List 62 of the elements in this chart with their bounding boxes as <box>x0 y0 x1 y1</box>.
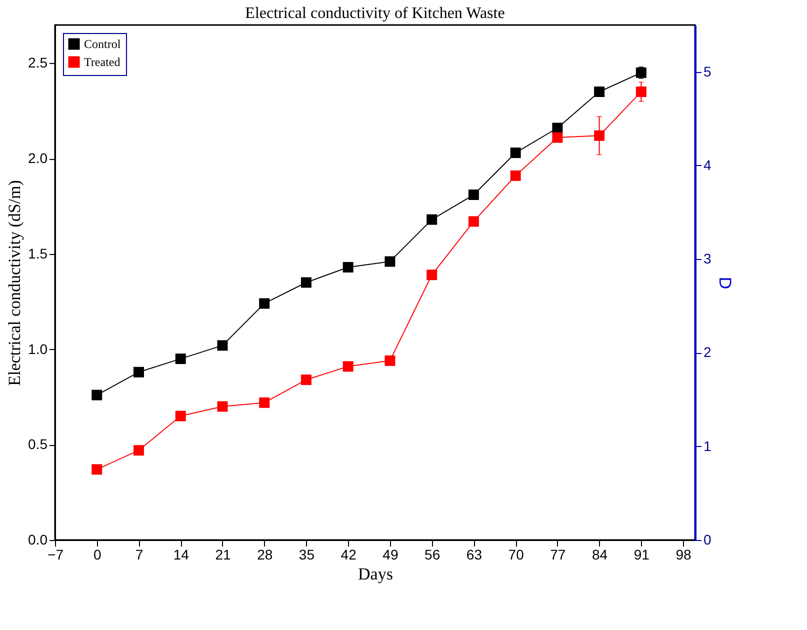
y2-axis-title: D <box>715 276 734 290</box>
y-tick-label: 2.5 <box>28 54 48 71</box>
x-tick-label: 63 <box>466 546 482 562</box>
x-tick-label: 7 <box>135 546 144 562</box>
y-axis-title: Electrical conductivity (dS/m) <box>5 180 24 386</box>
y2-tick-label: 1 <box>704 438 712 454</box>
y-tick-label: 0.0 <box>28 532 48 548</box>
point <box>133 366 144 378</box>
point <box>92 464 102 475</box>
point <box>636 86 646 98</box>
x-tick-label: 42 <box>340 546 357 562</box>
x-tick-label: 98 <box>676 546 692 562</box>
point <box>384 256 396 267</box>
point <box>259 397 270 408</box>
point <box>510 170 521 181</box>
point <box>426 270 438 280</box>
chart-title: Electrical conductivity of Kitchen Waste <box>245 5 505 22</box>
y2-tick-label: 3 <box>704 250 712 267</box>
point <box>217 401 228 412</box>
point <box>468 190 479 200</box>
point <box>92 390 102 400</box>
y-tick-label: 2.0 <box>28 150 48 166</box>
x-tick-label: −7 <box>48 546 64 562</box>
point <box>217 340 228 351</box>
x-tick-label: 56 <box>424 546 440 562</box>
y-tick-label: 0.5 <box>28 436 48 452</box>
point <box>175 354 186 364</box>
point <box>426 214 438 225</box>
point <box>342 361 354 372</box>
point <box>468 216 479 227</box>
point <box>594 130 605 141</box>
point <box>175 410 186 422</box>
y-tick-label: 1.5 <box>28 245 48 262</box>
point <box>594 86 605 98</box>
x-tick-label: 35 <box>298 546 315 562</box>
x-tick-label: 70 <box>508 546 524 562</box>
point <box>552 132 563 143</box>
x-tick-label: 91 <box>634 546 650 562</box>
point <box>300 277 312 288</box>
y-tick-label: 1.0 <box>28 340 48 357</box>
legend-label: Treated <box>84 55 120 69</box>
y2-tick-label: 2 <box>704 344 712 360</box>
x-tick-label: 0 <box>93 546 102 562</box>
point <box>636 67 646 78</box>
legend-label: Control <box>84 37 122 51</box>
x-tick-label: 28 <box>257 546 273 562</box>
point <box>342 262 354 272</box>
x-tick-label: 21 <box>215 546 231 562</box>
y2-tick-label: 0 <box>704 532 712 548</box>
x-tick-label: 84 <box>592 546 608 562</box>
point <box>133 445 144 456</box>
y2-tick-label: 5 <box>704 63 712 80</box>
point <box>300 374 312 386</box>
y2-tick-label: 4 <box>704 156 712 173</box>
x-tick-label: 14 <box>173 546 190 562</box>
x-tick-label: 49 <box>382 546 398 562</box>
point <box>552 122 563 134</box>
point <box>384 355 396 366</box>
x-axis-title: Days <box>358 564 393 584</box>
point <box>510 148 521 158</box>
x-tick-label: 77 <box>550 546 566 562</box>
point <box>259 298 270 309</box>
